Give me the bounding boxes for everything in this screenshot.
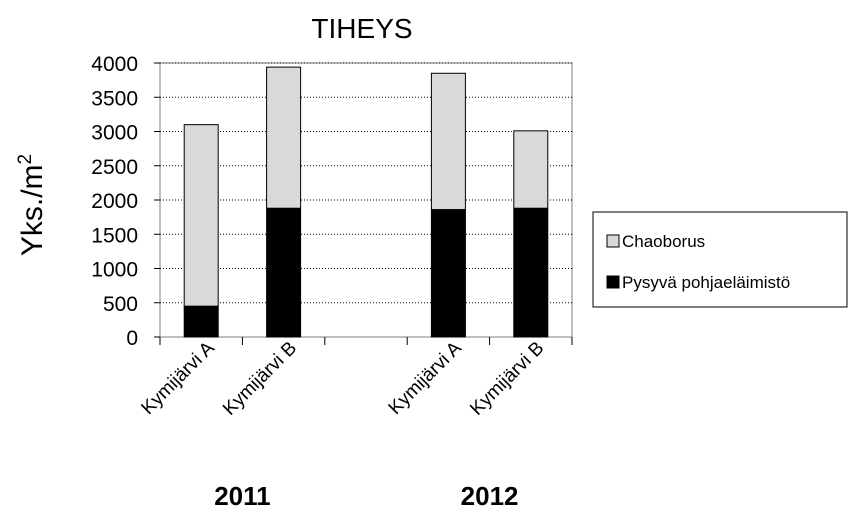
chart-title: TIHEYS (311, 13, 412, 44)
bar-segment-chaoborus (183, 124, 219, 307)
group-label: 2011 (214, 481, 270, 511)
bar-segment-chaoborus (266, 66, 302, 209)
legend-swatch-chaoborus (606, 234, 620, 248)
group-labels: 2011 2012 (214, 481, 518, 511)
bar-segment-pysyva (430, 209, 466, 338)
y-ticks: 0 500 1000 1500 2000 2500 3000 3500 4000 (91, 53, 160, 350)
x-tick-label: Kymijärvi A (385, 337, 467, 419)
legend-label-pysyva: Pysyvä pohjaeläimistö (622, 273, 790, 292)
bar-segment-pysyva (266, 207, 302, 338)
y-tick-label: 1500 (91, 224, 138, 247)
x-tick-label: Kymijärvi B (466, 338, 548, 420)
bars (183, 66, 549, 338)
bar-segment-pysyva (513, 207, 549, 338)
y-tick-label: 2000 (91, 190, 138, 213)
y-tick-label: 500 (103, 293, 138, 316)
bar-segment-chaoborus (513, 130, 549, 209)
group-label: 2012 (461, 481, 519, 511)
y-axis-label-superscript: 2 (15, 154, 36, 165)
y-axis-label: Yks./m2 (15, 154, 49, 256)
bar-segment-chaoborus (430, 72, 466, 211)
y-tick-label: 3000 (91, 122, 138, 145)
legend-label-chaoborus: Chaoborus (622, 232, 705, 251)
bar-segment-pysyva (183, 305, 219, 338)
legend-swatch-pysyva (606, 275, 620, 289)
y-tick-label: 1000 (91, 259, 138, 282)
legend: Chaoborus Pysyvä pohjaeläimistö (592, 211, 848, 308)
gridlines (160, 62, 572, 304)
y-tick-label: 3500 (91, 87, 138, 110)
y-tick-label: 0 (126, 327, 138, 350)
y-tick-label: 2500 (91, 156, 138, 179)
x-ticks: Kymijärvi A Kymijärvi B Kymijärvi A Kymijär… (137, 337, 573, 420)
x-tick-label: Kymijärvi B (219, 338, 301, 420)
plot-area (159, 62, 573, 338)
x-tick-label: Kymijärvi A (137, 337, 219, 419)
y-axis-label-text: Yks./m (16, 164, 49, 256)
y-tick-label: 4000 (91, 53, 138, 76)
legend-box (592, 211, 848, 308)
